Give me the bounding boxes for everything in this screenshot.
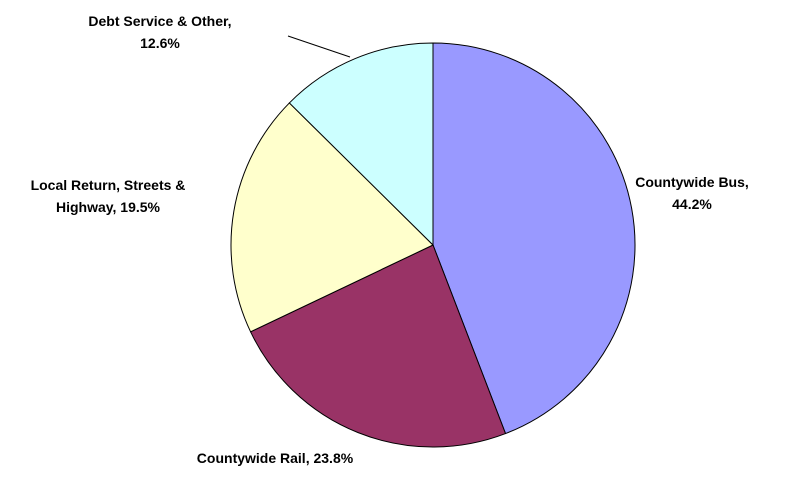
leader-line — [287, 35, 351, 58]
pie-slice — [432, 42, 636, 435]
value-label: 23.8% — [313, 450, 354, 466]
slice-label: Debt Service & Other, 12.6% — [70, 10, 250, 54]
category-label: Debt Service & Other, — [88, 13, 232, 29]
value-label: 44.2% — [672, 196, 712, 212]
slice-label: Countywide Rail, 23.8% — [195, 447, 355, 469]
slice-label: Countywide Bus, 44.2% — [627, 171, 757, 215]
value-label: 19.5% — [120, 199, 160, 215]
pie-slice — [288, 42, 434, 247]
pie-slice — [249, 244, 507, 448]
value-label: 12.6% — [140, 35, 180, 51]
slice-label: Local Return, Streets & Highway, 19.5% — [8, 174, 208, 218]
pie-slice — [230, 102, 434, 333]
category-label: Countywide Rail, — [196, 450, 310, 466]
category-label: Countywide Bus, — [635, 174, 749, 190]
category-label: Local Return, Streets & Highway, — [30, 177, 186, 215]
